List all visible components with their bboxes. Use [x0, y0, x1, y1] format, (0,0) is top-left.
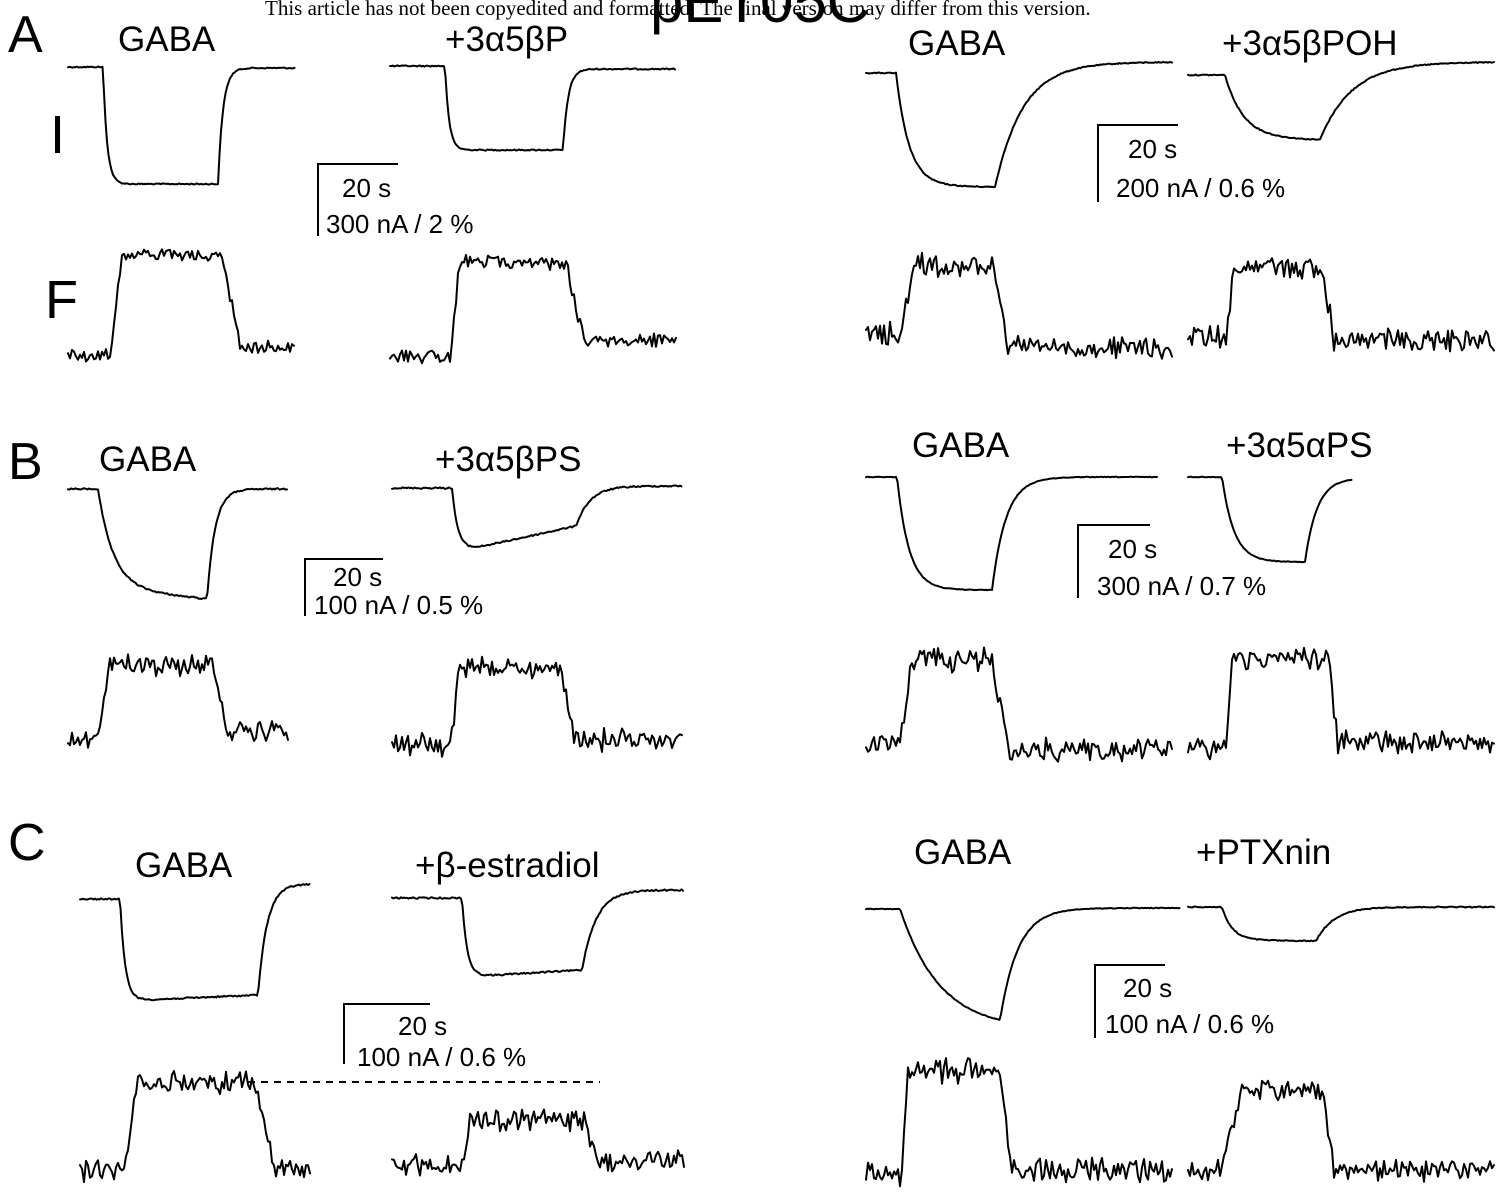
label-a-left-test: +3α5βP — [445, 20, 568, 59]
svg-text:20 s: 20 s — [333, 562, 382, 592]
panel-letter-b: B — [8, 433, 43, 491]
current-trace-a-right-control — [865, 60, 1173, 189]
label-a-left-control: GABA — [118, 20, 216, 59]
svg-text:20 s: 20 s — [1128, 134, 1177, 164]
label-c-right-control: GABA — [914, 833, 1012, 872]
svg-text:20 s: 20 s — [342, 173, 391, 203]
svg-text:100 nA / 0.6 %: 100 nA / 0.6 % — [1105, 1009, 1274, 1039]
svg-text:200 nA / 0.6 %: 200 nA / 0.6 % — [1116, 173, 1285, 203]
current-trace-a-left-test — [389, 64, 676, 152]
scale-bar-a-right: 20 s 200 nA / 0.6 % — [1097, 124, 1285, 203]
fluorescence-trace-c-right-test — [1187, 1079, 1495, 1183]
current-trace-c-right-control — [865, 906, 1181, 1021]
fluorescence-trace-c-left-control — [79, 1070, 311, 1184]
scale-bar-c-right: 20 s 100 nA / 0.6 % — [1094, 964, 1274, 1039]
fluorescence-trace-c-left-test — [391, 1108, 685, 1177]
current-trace-b-left-control — [67, 487, 288, 600]
svg-text:20 s: 20 s — [1108, 534, 1157, 564]
fluorescence-trace-b-left-test — [391, 655, 683, 758]
label-c-left-test: +β-estradiol — [415, 846, 600, 885]
traces-group — [67, 60, 1495, 1188]
fluorescence-trace-a-left-control — [67, 248, 295, 363]
label-b-right-test: +3α5αPS — [1226, 426, 1373, 465]
svg-text:100 nA / 0.6 %: 100 nA / 0.6 % — [357, 1042, 526, 1072]
current-trace-a-right-test — [1187, 60, 1495, 141]
label-a-right-test: +3α5βPOH — [1222, 24, 1398, 63]
label-c-left-control: GABA — [135, 846, 233, 885]
panel-letter-a: A — [8, 6, 43, 64]
svg-text:100 nA / 0.5 %: 100 nA / 0.5 % — [314, 590, 483, 620]
panel-letter-c: C — [8, 814, 46, 872]
current-trace-c-left-control — [79, 882, 311, 1002]
copyedit-notice: This article has not been copyedited and… — [265, 0, 1091, 20]
svg-text:20 s: 20 s — [398, 1011, 447, 1041]
fluorescence-trace-a-left-test — [389, 254, 677, 365]
scale-bar-c-left: 20 s 100 nA / 0.6 % — [343, 1003, 526, 1072]
journal-header-fragment: pET05C — [650, 0, 870, 35]
current-trace-b-right-test — [1187, 475, 1353, 564]
fluorescence-trace-a-right-test — [1187, 257, 1495, 353]
label-b-left-test: +3α5βPS — [435, 440, 581, 479]
fluorescence-trace-b-left-control — [67, 653, 289, 749]
svg-text:300 nA / 2 %: 300 nA / 2 % — [326, 209, 473, 239]
scale-bar-a-left: 20 s 300 nA / 2 % — [317, 163, 473, 239]
fluorescence-trace-c-right-control — [865, 1057, 1173, 1188]
row-label-fluorescence: F — [45, 270, 78, 330]
scale-bar-b-left: 20 s 100 nA / 0.5 % — [304, 558, 483, 620]
current-trace-c-right-test — [1187, 905, 1495, 943]
svg-text:300 nA / 0.7 %: 300 nA / 0.7 % — [1097, 571, 1266, 601]
label-a-right-control: GABA — [908, 24, 1006, 63]
scale-bar-b-right: 20 s 300 nA / 0.7 % — [1077, 524, 1266, 601]
fluorescence-trace-b-right-control — [865, 646, 1173, 763]
svg-text:20 s: 20 s — [1123, 973, 1172, 1003]
current-trace-a-left-control — [67, 65, 296, 186]
current-trace-c-left-test — [391, 888, 684, 977]
label-c-right-test: +PTXnin — [1196, 833, 1331, 872]
current-trace-b-right-control — [865, 475, 1158, 592]
label-b-left-control: GABA — [99, 440, 197, 479]
label-b-right-control: GABA — [912, 426, 1010, 465]
fluorescence-trace-a-right-control — [865, 251, 1173, 360]
current-trace-b-left-test — [391, 484, 683, 548]
row-label-current: I — [50, 105, 65, 165]
fluorescence-trace-b-right-test — [1187, 646, 1495, 761]
